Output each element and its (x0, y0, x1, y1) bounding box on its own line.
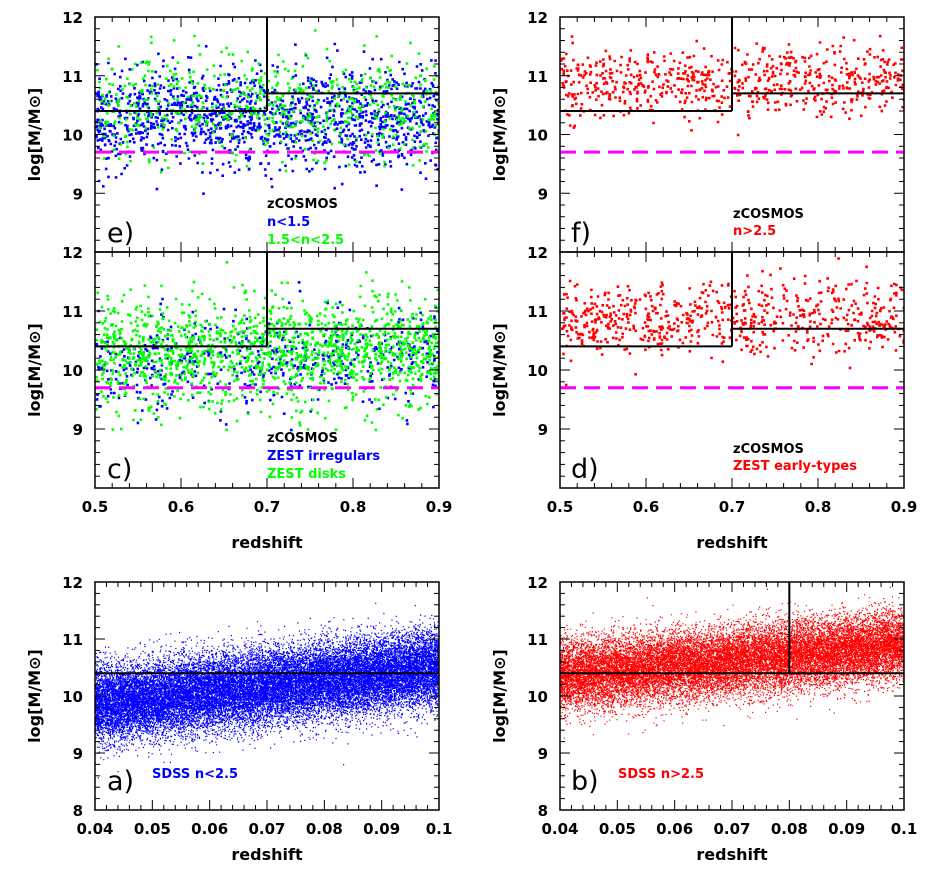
legend-annotation-f: zCOSMOS (733, 207, 804, 222)
panel-c: 9 10 11 12 0.5 0.6 0.7 0.8 0.9 redshift log[M/M⊙] c… (25, 244, 452, 552)
x-tick-label-d: 0.8 (805, 498, 832, 516)
panel-label-d: d) (571, 454, 599, 485)
x-axis-title-a: redshift (231, 845, 303, 864)
x-tick-label-a: 0.07 (248, 820, 285, 838)
y-axis-title-b: log[M/M⊙] (490, 649, 509, 743)
series-a-0 (95, 603, 440, 779)
y-tick-label-b: 8 (538, 802, 548, 820)
x-tick-label-a: 0.04 (76, 820, 113, 838)
y-tick-label-d: 12 (527, 244, 548, 262)
legend-annotation-d: zCOSMOS (733, 442, 804, 457)
y-axis-title-f: log[M/M⊙] (490, 88, 509, 182)
legend-annotation-e: zCOSMOS (267, 197, 338, 212)
y-tick-label-f: 10 (527, 127, 548, 145)
y-axis-title-e: log[M/M⊙] (25, 88, 44, 182)
y-tick-label-e: 9 (73, 185, 83, 203)
x-tick-label-c: 0.6 (168, 498, 195, 516)
x-tick-label-c: 0.9 (426, 498, 453, 516)
x-tick-label-b: 0.09 (828, 820, 865, 838)
y-tick-label-b: 10 (527, 688, 548, 706)
y-tick-label-f: 12 (527, 9, 548, 27)
x-tick-label-b: 0.06 (656, 820, 693, 838)
x-tick-label-a: 0.05 (134, 820, 171, 838)
panel-label-c: c) (107, 454, 132, 485)
x-tick-label-a: 0.06 (191, 820, 228, 838)
legend-annotation-d: ZEST early-types (733, 459, 857, 474)
panel-a: 8 9 10 11 12 0.04 0.05 0.06 0.07 0.08 0.09 0.1 redsh… (25, 574, 452, 864)
y-tick-label-d: 9 (538, 421, 548, 439)
x-tick-label-c: 0.8 (340, 498, 367, 516)
y-tick-label-a: 8 (73, 802, 83, 820)
x-tick-label-d: 0.6 (633, 498, 660, 516)
y-tick-label-e: 11 (62, 68, 83, 86)
y-tick-label-a: 10 (62, 688, 83, 706)
panel-label-a: a) (107, 766, 134, 797)
y-tick-label-c: 9 (73, 421, 83, 439)
x-tick-label-b: 0.04 (541, 820, 578, 838)
x-tick-label-b: 0.08 (771, 820, 808, 838)
series-e-1 (96, 1, 441, 173)
x-tick-label-a: 0.1 (426, 820, 453, 838)
x-axis-title-c: redshift (231, 533, 303, 552)
y-tick-label-a: 11 (62, 631, 83, 649)
panel-f: 9 10 11 12 log[M/M⊙] f) zCOSMOS n>2.5 (490, 9, 906, 252)
y-tick-label-e: 10 (62, 127, 83, 145)
y-tick-label-b: 12 (527, 574, 548, 592)
legend-annotation-f: n>2.5 (733, 224, 776, 239)
panel-label-b: b) (571, 766, 599, 797)
y-tick-label-b: 9 (538, 745, 548, 763)
y-tick-label-d: 11 (527, 303, 548, 321)
y-axis-title-c: log[M/M⊙] (25, 323, 44, 417)
y-tick-label-c: 11 (62, 303, 83, 321)
panel-b: 8 9 10 11 12 0.04 0.05 0.06 0.07 0.08 0.09 0.1 redsh… (490, 574, 917, 864)
x-tick-label-b: 0.07 (713, 820, 750, 838)
y-tick-label-a: 12 (62, 574, 83, 592)
y-tick-label-c: 10 (62, 362, 83, 380)
x-tick-label-a: 0.08 (306, 820, 343, 838)
x-tick-label-c: 0.5 (82, 498, 109, 516)
legend-annotation-c: ZEST irregulars (267, 449, 380, 464)
series-b-0 (560, 583, 905, 739)
legend-annotation-e: n<1.5 (267, 215, 310, 230)
panel-label-f: f) (571, 218, 591, 249)
panel-label-e: e) (107, 218, 134, 249)
y-tick-label-f: 9 (538, 185, 548, 203)
x-tick-label-a: 0.09 (363, 820, 400, 838)
x-axis-title-b: redshift (696, 845, 768, 864)
legend-annotation-a: SDSS n<2.5 (152, 767, 238, 782)
panel-d: 9 10 11 12 0.5 0.6 0.7 0.8 0.9 redshift log[M/M⊙] d… (490, 244, 917, 552)
legend-annotation-c: ZEST disks (267, 467, 346, 482)
y-axis-title-a: log[M/M⊙] (25, 649, 44, 743)
y-tick-label-b: 11 (527, 631, 548, 649)
y-tick-label-c: 12 (62, 244, 83, 262)
x-tick-label-b: 0.1 (891, 820, 918, 838)
legend-annotation-e: 1.5<n<2.5 (267, 233, 344, 248)
y-tick-label-d: 10 (527, 362, 548, 380)
x-tick-label-b: 0.05 (599, 820, 636, 838)
panel-e: 9 10 11 12 log[M/M⊙] e) zCOSMOS n<1.5 1.5<n<2.5 (25, 1, 442, 252)
x-tick-label-d: 0.9 (891, 498, 918, 516)
legend-annotation-b: SDSS n>2.5 (618, 767, 704, 782)
legend-annotation-c: zCOSMOS (267, 431, 338, 446)
x-tick-label-c: 0.7 (254, 498, 281, 516)
y-axis-title-d: log[M/M⊙] (490, 323, 509, 417)
y-tick-label-e: 12 (62, 9, 83, 27)
y-tick-label-a: 9 (73, 745, 83, 763)
x-tick-label-d: 0.5 (547, 498, 574, 516)
x-tick-label-d: 0.7 (719, 498, 746, 516)
series-d-0 (561, 257, 907, 386)
y-tick-label-f: 11 (527, 68, 548, 86)
x-axis-title-d: redshift (696, 533, 768, 552)
